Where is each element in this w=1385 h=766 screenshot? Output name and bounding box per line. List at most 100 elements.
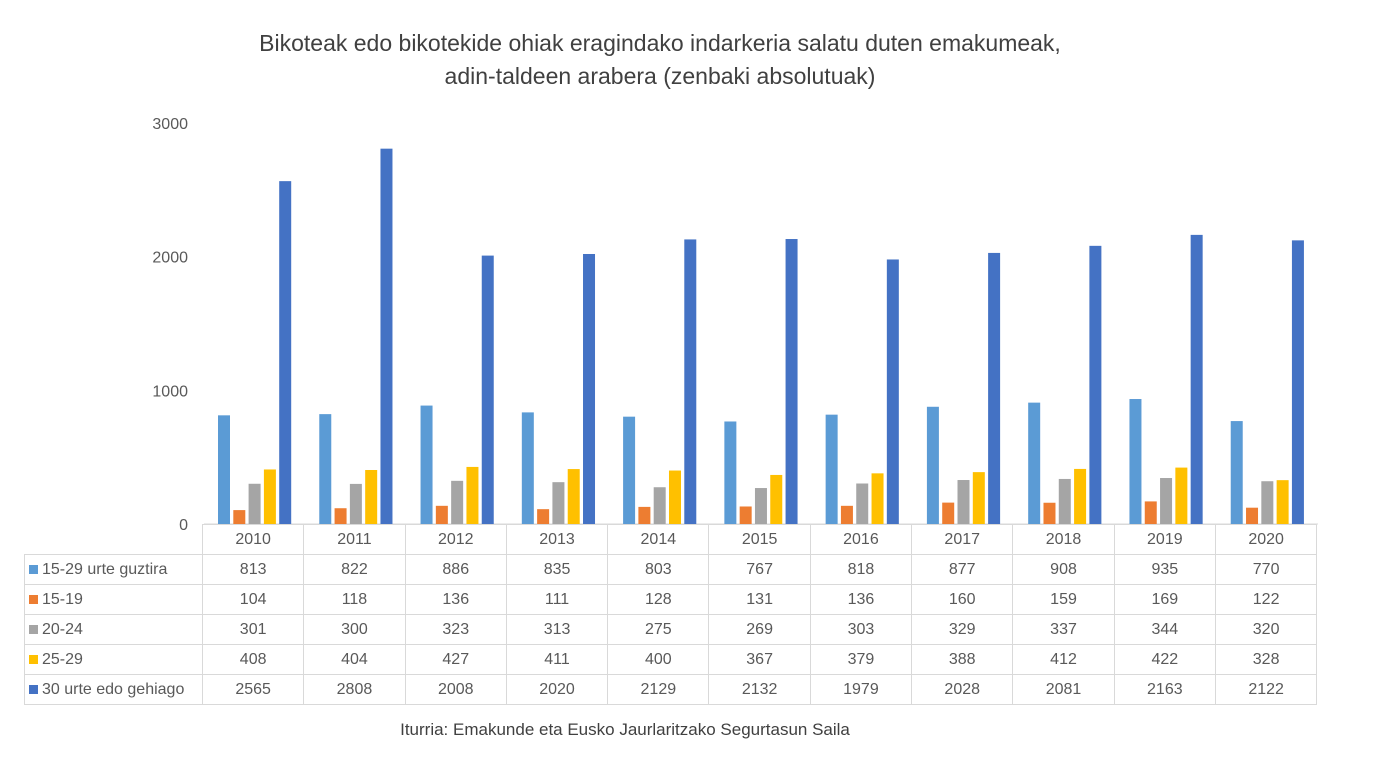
bar-2020-2 — [1261, 481, 1274, 524]
bar-2011-1 — [334, 508, 347, 524]
data-label: 803 — [607, 554, 710, 585]
bar-2014-4 — [684, 239, 697, 525]
data-label: 877 — [911, 554, 1014, 585]
table-row: 25-29 408 404 427 411 400 367 379 388 412 422 328 — [24, 644, 1318, 675]
data-label: 408 — [201, 644, 305, 675]
bar-2013-1 — [537, 509, 550, 524]
data-label: 367 — [708, 644, 811, 675]
x-tick-label: 2019 — [1113, 524, 1216, 555]
bar-2015-0 — [724, 421, 737, 524]
data-label: 2020 — [505, 674, 609, 705]
bar-2011-2 — [349, 483, 362, 524]
table-header-row: 2010 2011 2012 2013 2014 2015 2016 2017 2018 2019… — [24, 524, 1318, 555]
legend-entry: 20-24 — [24, 614, 203, 645]
data-label: 301 — [201, 614, 305, 645]
data-label: 886 — [404, 554, 507, 585]
data-label: 2129 — [607, 674, 710, 705]
legend-swatch-icon — [29, 624, 38, 634]
data-label: 422 — [1113, 644, 1216, 675]
data-label: 269 — [708, 614, 811, 645]
data-label: 159 — [1012, 584, 1115, 615]
data-label: 818 — [809, 554, 913, 585]
x-tick-label: 2020 — [1214, 524, 1318, 555]
bar-2015-4 — [785, 239, 798, 525]
bar-2012-0 — [420, 405, 433, 524]
data-label: 2163 — [1113, 674, 1216, 705]
legend-entry: 15-29 urte guztira — [24, 554, 203, 585]
data-label: 160 — [911, 584, 1014, 615]
bar-2017-2 — [957, 480, 970, 524]
y-tick-label: 2000 — [152, 250, 188, 267]
bar-2012-4 — [481, 255, 494, 524]
bar-2013-2 — [552, 482, 565, 524]
data-label: 767 — [708, 554, 811, 585]
legend-swatch-icon — [29, 684, 38, 694]
x-tick-label: 2016 — [809, 524, 913, 555]
bar-2019-1 — [1144, 501, 1157, 524]
y-tick-label: 3000 — [152, 116, 188, 133]
bar-2010-4 — [279, 181, 292, 524]
data-label: 320 — [1214, 614, 1318, 645]
bar-2012-3 — [466, 466, 479, 524]
data-label: 136 — [404, 584, 507, 615]
series-name: 25-29 — [42, 650, 83, 668]
data-label: 337 — [1012, 614, 1115, 645]
chart-subtitle: adin-taldeen arabera (zenbaki absolutuak… — [444, 63, 876, 89]
data-label: 169 — [1113, 584, 1216, 615]
data-label: 111 — [505, 584, 609, 615]
bar-2013-4 — [583, 253, 596, 524]
bar-2019-4 — [1190, 234, 1203, 524]
data-label: 835 — [505, 554, 609, 585]
table-row: 15-29 urte guztira 813 822 886 835 803 767 818 8… — [24, 554, 1318, 585]
bar-2018-4 — [1089, 245, 1102, 524]
bar-2020-1 — [1246, 507, 1259, 524]
bar-2017-1 — [942, 502, 955, 524]
data-label: 128 — [607, 584, 710, 615]
x-tick-label: 2011 — [303, 524, 406, 555]
table-row: 20-24 301 300 323 313 275 269 303 329 337 344 320 — [24, 614, 1318, 645]
bar-2019-2 — [1160, 478, 1173, 524]
data-label: 822 — [303, 554, 406, 585]
data-label: 2028 — [911, 674, 1014, 705]
bar-2015-1 — [739, 506, 752, 524]
series-name: 15-19 — [42, 590, 83, 608]
data-label: 122 — [1214, 584, 1318, 615]
bar-2016-0 — [825, 414, 838, 524]
data-label: 275 — [607, 614, 710, 645]
chart-title: Bikoteak edo bikotekide ohiak eragindako… — [259, 30, 1061, 56]
bar-2012-1 — [435, 505, 448, 524]
bar-2018-2 — [1058, 478, 1071, 524]
data-label: 2081 — [1012, 674, 1115, 705]
x-tick-label: 2015 — [708, 524, 811, 555]
x-tick-label: 2012 — [404, 524, 507, 555]
data-label: 404 — [303, 644, 406, 675]
data-label: 2008 — [404, 674, 507, 705]
bar-2020-4 — [1291, 240, 1304, 525]
data-label: 328 — [1214, 644, 1318, 675]
bar-2010-3 — [263, 469, 276, 524]
data-label: 300 — [303, 614, 406, 645]
data-label: 908 — [1012, 554, 1115, 585]
data-label: 104 — [201, 584, 305, 615]
bar-2016-4 — [886, 259, 899, 524]
bar-2018-0 — [1028, 402, 1041, 524]
data-label: 2122 — [1214, 674, 1318, 705]
bar-2017-3 — [972, 472, 985, 524]
data-label: 411 — [505, 644, 609, 675]
bar-2017-4 — [988, 252, 1001, 524]
table-corner — [24, 524, 203, 555]
bar-2020-0 — [1230, 421, 1243, 524]
bar-2014-1 — [638, 506, 651, 524]
data-table: 2010 2011 2012 2013 2014 2015 2016 2017 2018 2019… — [24, 524, 1318, 705]
data-label: 427 — [404, 644, 507, 675]
bar-2014-3 — [668, 470, 681, 524]
legend-entry: 25-29 — [24, 644, 203, 675]
data-label: 303 — [809, 614, 913, 645]
data-label: 323 — [404, 614, 507, 645]
series-name: 20-24 — [42, 620, 83, 638]
y-tick-label: 1000 — [152, 383, 188, 400]
x-tick-label: 2014 — [607, 524, 710, 555]
x-tick-label: 2017 — [911, 524, 1014, 555]
bar-2010-2 — [248, 483, 261, 524]
